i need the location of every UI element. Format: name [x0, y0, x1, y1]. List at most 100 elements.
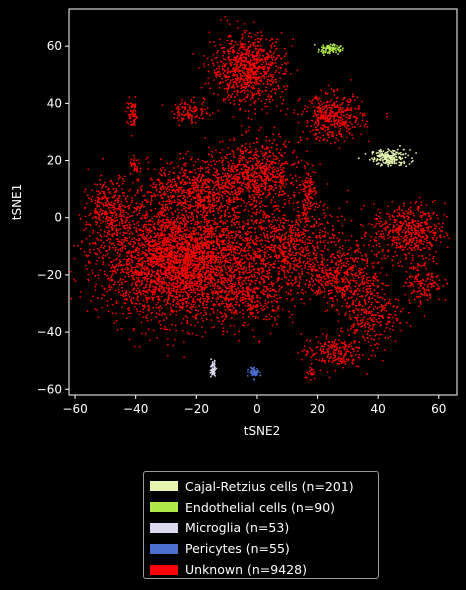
scatter-point — [187, 215, 190, 218]
scatter-point — [193, 232, 196, 235]
scatter-point — [209, 224, 212, 227]
scatter-point — [197, 293, 199, 296]
scatter-point — [166, 216, 169, 219]
scatter-point — [141, 265, 144, 268]
scatter-point — [204, 227, 206, 229]
scatter-point — [96, 247, 99, 250]
scatter-point — [100, 297, 103, 300]
scatter-point — [124, 268, 127, 271]
scatter-point — [111, 264, 114, 266]
scatter-point — [164, 215, 166, 218]
scatter-point — [204, 190, 207, 193]
scatter-point — [192, 303, 195, 306]
scatter-point — [184, 199, 187, 202]
scatter-point — [265, 139, 268, 142]
scatter-point — [377, 155, 380, 158]
scatter-point — [187, 261, 189, 264]
scatter-point — [189, 275, 192, 278]
scatter-point — [387, 158, 389, 161]
scatter-point — [126, 224, 129, 227]
scatter-point — [234, 216, 237, 219]
scatter-point — [256, 368, 258, 370]
scatter-point — [229, 265, 232, 268]
scatter-point — [253, 273, 256, 276]
scatter-point — [188, 192, 191, 195]
scatter-point — [179, 305, 181, 307]
scatter-point — [264, 183, 267, 186]
scatter-point — [199, 312, 202, 314]
scatter-point — [140, 204, 143, 207]
scatter-point — [216, 281, 219, 283]
scatter-point — [196, 276, 199, 279]
scatter-point — [230, 168, 232, 171]
scatter-point — [133, 266, 136, 269]
scatter-point — [235, 230, 238, 233]
scatter-point — [179, 187, 181, 190]
scatter-point — [372, 158, 375, 161]
scatter-point — [87, 254, 90, 257]
scatter-point — [262, 262, 265, 264]
scatter-point — [124, 275, 127, 278]
scatter-point — [176, 204, 179, 207]
scatter-point — [128, 236, 131, 239]
scatter-point — [387, 161, 390, 164]
scatter-point — [142, 304, 145, 307]
scatter-point — [259, 374, 262, 377]
scatter-point — [219, 256, 222, 259]
scatter-point — [101, 306, 103, 309]
scatter-point — [180, 221, 182, 224]
scatter-point — [164, 186, 167, 189]
scatter-point — [138, 209, 141, 212]
scatter-point — [153, 286, 156, 289]
scatter-point — [167, 179, 170, 182]
scatter-point — [146, 191, 149, 194]
scatter-point — [184, 266, 187, 269]
scatter-point — [183, 272, 186, 275]
scatter-point — [185, 315, 187, 318]
scatter-point — [186, 304, 189, 306]
scatter-point — [150, 229, 153, 232]
scatter-point — [127, 252, 129, 255]
scatter-point — [97, 316, 100, 319]
scatter-point — [160, 307, 163, 310]
scatter-point — [177, 242, 179, 245]
scatter-point — [157, 274, 160, 276]
scatter-point — [121, 178, 124, 180]
scatter-point — [201, 251, 204, 253]
scatter-point — [161, 232, 164, 235]
scatter-point — [202, 179, 205, 182]
scatter-point — [176, 279, 179, 282]
scatter-point — [83, 229, 86, 232]
scatter-point — [293, 149, 296, 152]
scatter-point — [204, 178, 207, 181]
scatter-point — [191, 300, 194, 302]
scatter-point — [196, 239, 199, 242]
scatter-point — [220, 204, 223, 207]
scatter-point — [178, 224, 180, 227]
scatter-point — [275, 181, 278, 184]
scatter-point — [169, 303, 172, 305]
scatter-point — [171, 246, 174, 248]
scatter-point — [269, 332, 272, 335]
scatter-point — [128, 250, 131, 253]
scatter-point — [239, 181, 242, 184]
scatter-point — [182, 299, 185, 301]
scatter-point — [221, 300, 224, 303]
scatter-point — [174, 233, 177, 236]
scatter-point — [226, 195, 228, 198]
scatter-point — [224, 247, 227, 250]
scatter-point — [187, 217, 190, 220]
scatter-point — [201, 276, 204, 278]
scatter-point — [160, 265, 163, 268]
scatter-point — [247, 247, 250, 249]
scatter-point — [276, 148, 278, 151]
scatter-point — [276, 144, 278, 147]
scatter-point — [208, 203, 211, 206]
scatter-point — [242, 283, 244, 285]
scatter-point — [107, 229, 110, 232]
scatter-point — [260, 210, 262, 212]
scatter-point — [188, 281, 191, 283]
scatter-point — [182, 282, 184, 285]
scatter-point — [158, 277, 160, 280]
scatter-point — [244, 277, 247, 280]
